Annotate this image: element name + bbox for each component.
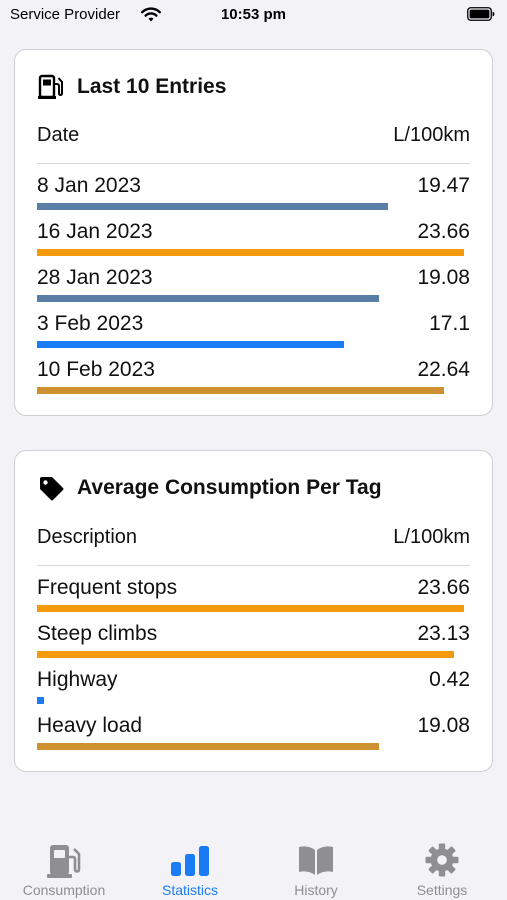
tab-bar: Consumption Statistics History	[0, 812, 507, 900]
entry-row: 3 Feb 2023 17.1	[37, 312, 470, 358]
entry-date: 16 Jan 2023	[37, 220, 153, 243]
tag-average-card: Average Consumption Per Tag Description …	[14, 450, 493, 772]
tag-row: Heavy load 19.08	[37, 714, 470, 760]
tab-statistics-label: Statistics	[161, 882, 218, 898]
tag-description: Frequent stops	[37, 576, 178, 599]
consumption-column-header: L/100km	[393, 124, 470, 146]
tag-value: 23.13	[417, 622, 470, 645]
tab-history[interactable]: History	[253, 812, 379, 900]
entry-date: 8 Jan 2023	[37, 174, 141, 197]
tag-bar	[37, 743, 380, 750]
wifi-icon	[141, 7, 161, 22]
tab-settings[interactable]: Settings	[379, 812, 505, 900]
fuel-pump-icon	[38, 74, 63, 99]
tab-consumption-label: Consumption	[22, 882, 106, 898]
tag-bar	[37, 697, 45, 704]
last-entries-card: Last 10 Entries Date L/100km 8 Jan 2023 …	[14, 49, 493, 416]
tag-value: 19.08	[417, 714, 470, 737]
gear-icon	[425, 843, 459, 877]
fuel-pump-icon	[47, 845, 81, 878]
last-entries-header: Last 10 Entries	[37, 72, 226, 102]
tag-row: Highway 0.42	[37, 668, 470, 714]
tags-divider	[37, 565, 470, 566]
entries-divider	[37, 163, 470, 164]
description-column-header: Description	[37, 526, 138, 548]
entry-row: 8 Jan 2023 19.47	[37, 174, 470, 220]
entry-value: 23.66	[417, 220, 470, 243]
date-column-header: Date	[37, 124, 80, 146]
entry-value: 19.47	[417, 174, 470, 197]
entry-date: 10 Feb 2023	[37, 358, 155, 381]
tab-history-label: History	[294, 882, 338, 898]
status-bar: Service Provider 10:53 pm	[0, 0, 507, 32]
battery-icon	[467, 7, 495, 21]
tab-statistics[interactable]: Statistics	[127, 812, 253, 900]
entry-date: 3 Feb 2023	[37, 312, 144, 335]
tag-description: Highway	[37, 668, 118, 691]
book-icon	[299, 846, 333, 875]
entry-value: 22.64	[417, 358, 470, 381]
last-entries-title: Last 10 Entries	[77, 75, 227, 98]
entry-bar	[37, 387, 445, 394]
entry-bar	[37, 249, 464, 256]
entry-row: 10 Feb 2023 22.64	[37, 358, 470, 404]
bar-chart-icon	[171, 846, 209, 876]
tab-settings-label: Settings	[416, 882, 468, 898]
tag-bar	[37, 651, 454, 658]
entry-bar	[37, 203, 388, 210]
carrier-name: Service Provider	[10, 6, 121, 23]
tag-description: Steep climbs	[37, 622, 158, 645]
entry-bar	[37, 341, 345, 348]
entry-value: 17.1	[429, 312, 470, 335]
entries-column-headers: Date L/100km	[37, 124, 470, 152]
tag-value: 0.42	[429, 668, 470, 691]
tag-average-header: Average Consumption Per Tag	[37, 473, 382, 503]
tags-column-headers: Description L/100km	[37, 526, 470, 554]
entry-value: 19.08	[417, 266, 470, 289]
consumption-column-header: L/100km	[393, 526, 470, 548]
tab-consumption[interactable]: Consumption	[1, 812, 127, 900]
tag-row: Frequent stops 23.66	[37, 576, 470, 622]
entry-row: 16 Jan 2023 23.66	[37, 220, 470, 266]
tag-bar	[37, 605, 464, 612]
tag-row: Steep climbs 23.13	[37, 622, 470, 668]
status-time: 10:53 pm	[220, 6, 287, 23]
tag-icon	[40, 477, 64, 501]
tag-description: Heavy load	[37, 714, 143, 737]
entry-bar	[37, 295, 380, 302]
tag-value: 23.66	[417, 576, 470, 599]
entry-row: 28 Jan 2023 19.08	[37, 266, 470, 312]
tag-average-title: Average Consumption Per Tag	[77, 476, 382, 499]
entry-date: 28 Jan 2023	[37, 266, 153, 289]
